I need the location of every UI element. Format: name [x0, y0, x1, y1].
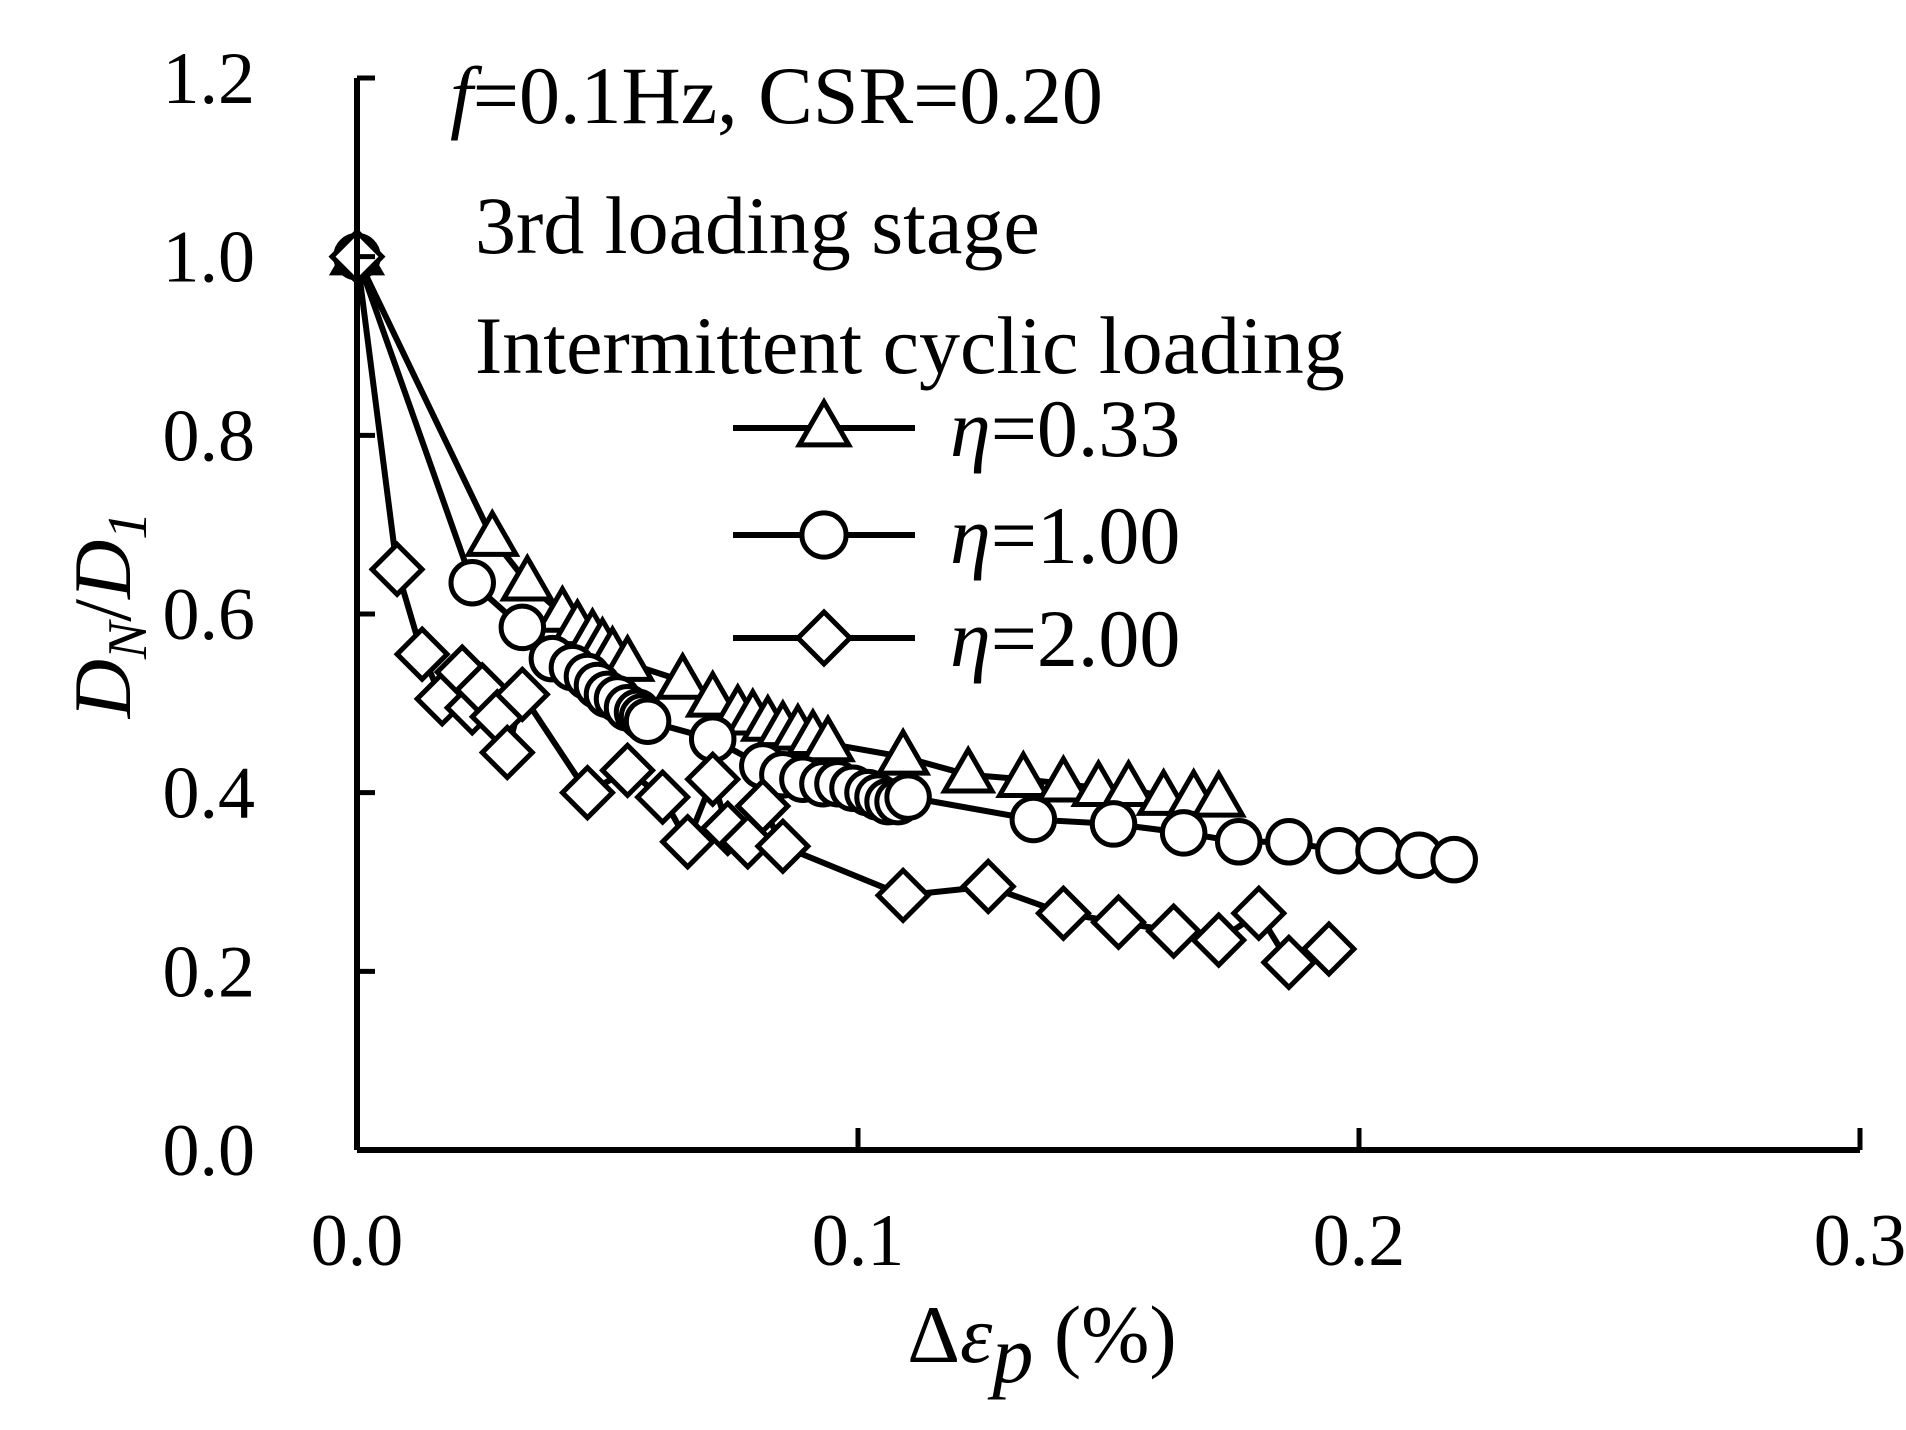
data-point-diamond	[1190, 911, 1248, 969]
series-layer	[328, 226, 1478, 991]
data-point-circle	[623, 697, 672, 745]
series-triangle	[328, 226, 1247, 818]
x-tick-label: 0.3	[1814, 1200, 1906, 1282]
data-point-circle	[884, 773, 932, 821]
series-circle	[333, 232, 1478, 884]
x-axis-title-unit: (%)	[1033, 1289, 1176, 1380]
data-point-triangle	[684, 668, 741, 718]
data-point-circle	[1089, 800, 1138, 848]
data-point-diamond	[959, 857, 1017, 916]
data-point-triangle	[799, 713, 857, 763]
y-tick-label: 0.2	[163, 931, 256, 1013]
legend-label-value: =1.00	[991, 490, 1181, 581]
data-point-diamond	[1300, 920, 1358, 978]
data-point-diamond	[599, 741, 657, 799]
legend-label-value: =0.33	[991, 383, 1181, 474]
data-point-circle	[498, 603, 547, 652]
y-axis-title: DN/D1	[57, 512, 159, 720]
data-point-triangle	[1035, 753, 1092, 803]
data-point-diamond	[874, 866, 932, 924]
y-tick-label: 1.2	[163, 38, 256, 120]
y-tick-label: 0.0	[163, 1110, 256, 1192]
data-point-diamond	[684, 750, 742, 808]
data-point-diamond	[558, 764, 616, 822]
legend-label: η=2.00	[950, 593, 1180, 684]
data-point-diamond	[754, 817, 812, 875]
data-point-diamond	[1145, 902, 1203, 960]
y-tick-label: 0.4	[163, 753, 256, 835]
data-point-triangle	[940, 744, 997, 794]
data-point-diamond	[368, 540, 426, 598]
data-point-circle	[1355, 826, 1403, 875]
y-tick-label: 1.0	[163, 217, 256, 299]
data-point-triangle	[1190, 768, 1247, 818]
x-axis-title-delta: Δ	[907, 1289, 960, 1380]
x-tick-label: 0.0	[311, 1200, 404, 1282]
legend-marker-triangle	[794, 396, 854, 448]
x-tick-label: 0.1	[812, 1200, 905, 1282]
legend-label: η=1.00	[950, 490, 1180, 581]
legend: η=0.33η=1.00η=2.00	[733, 383, 1180, 684]
data-point-circle	[1315, 826, 1363, 875]
data-point-diamond	[478, 723, 536, 782]
annotation-loading-stage: 3rd loading stage	[475, 180, 1040, 271]
data-point-triangle	[995, 749, 1052, 799]
legend-label: η=0.33	[950, 383, 1180, 474]
data-point-circle	[1265, 818, 1313, 866]
data-point-circle	[448, 558, 496, 607]
data-point-diamond	[1230, 884, 1288, 942]
annotation-frequency-csr: f=0.1Hz, CSR=0.20	[450, 50, 1103, 141]
data-point-circle	[1215, 818, 1263, 866]
data-point-diamond	[1089, 893, 1148, 951]
data-point-triangle	[464, 508, 521, 557]
x-axis-title-epsilon: ε	[960, 1289, 993, 1380]
legend-label-symbol: η	[950, 593, 991, 684]
x-axis-title: Δεp (%)	[907, 1289, 1176, 1400]
data-point-diamond	[734, 777, 792, 835]
data-point-triangle	[654, 650, 711, 700]
x-tick-label: 0.2	[1313, 1200, 1406, 1282]
legend-label-symbol: η	[950, 383, 991, 474]
x-axis-title-sub-p: p	[987, 1309, 1033, 1400]
data-point-diamond	[393, 625, 451, 683]
data-point-triangle	[1100, 758, 1157, 807]
legend-item-diamond: η=2.00	[733, 593, 1180, 684]
legend-item-circle: η=1.00	[733, 490, 1180, 581]
y-tick-label: 0.8	[163, 395, 256, 477]
data-point-triangle	[499, 552, 556, 602]
legend-marker-diamond	[794, 608, 854, 668]
data-point-circle	[1009, 795, 1058, 844]
series-diamond	[328, 228, 1358, 991]
data-point-diamond	[1034, 884, 1092, 942]
data-point-circle	[1430, 835, 1478, 884]
legend-item-triangle: η=0.33	[733, 383, 1180, 474]
data-point-diamond	[493, 665, 551, 723]
legend-marker-circle	[799, 510, 849, 560]
legend-label-symbol: η	[950, 490, 991, 581]
data-point-triangle	[875, 726, 932, 776]
data-point-diamond	[634, 768, 692, 826]
y-tick-label: 0.6	[163, 574, 256, 656]
data-point-circle	[1159, 809, 1208, 857]
tick-layer: 0.0 0.2 0.4 0.6 0.8 1.0 1.2 0.0 0.1 0.2 0.3	[163, 38, 1906, 1282]
annotation-loading-type: Intermittent cyclic loading	[475, 300, 1345, 391]
legend-label-value: =2.00	[991, 593, 1181, 684]
annotation-frequency-csr-text: =0.1Hz, CSR=0.20	[473, 50, 1103, 141]
